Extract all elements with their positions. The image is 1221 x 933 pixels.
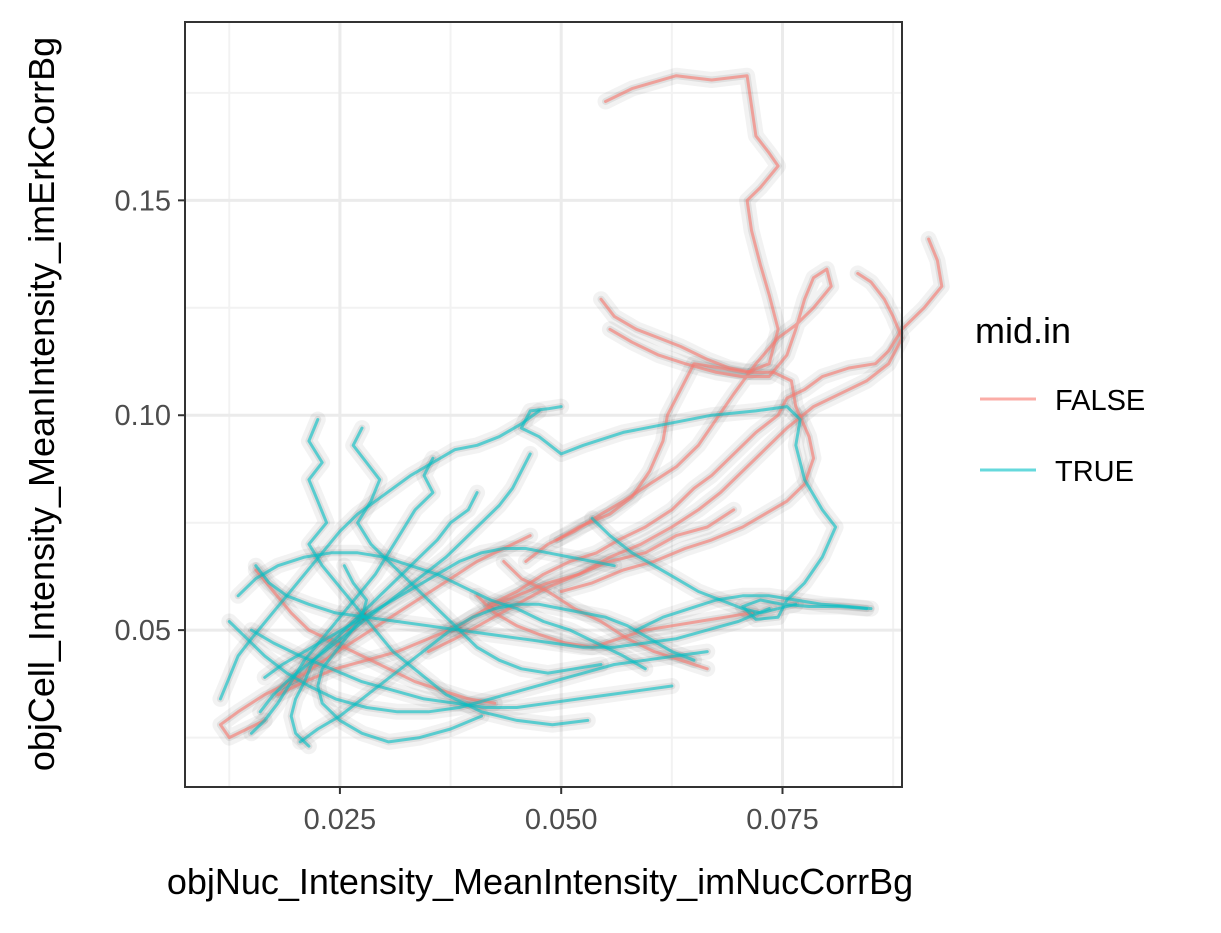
x-tick-label: 0.050 (525, 804, 598, 836)
legend: mid.in FALSE TRUE (975, 310, 1145, 488)
y-tick-label: 0.10 (115, 400, 171, 432)
track-true (218, 409, 541, 701)
track-layer (218, 74, 944, 748)
track-true (590, 516, 798, 615)
x-tick-label: 0.075 (746, 804, 819, 836)
track-true (316, 564, 483, 744)
track-false (475, 594, 753, 649)
track-false (426, 271, 904, 654)
track-true (634, 594, 873, 632)
track-false (488, 237, 944, 606)
track-true (249, 628, 674, 709)
track-true (249, 456, 435, 735)
legend-label-true: TRUE (1055, 456, 1134, 488)
track-true (307, 418, 590, 727)
y-axis-title: objCell_Intensity_MeanIntensity_imErkCor… (21, 37, 62, 771)
y-tick-label: 0.15 (115, 185, 171, 217)
track-false (254, 568, 497, 705)
axis-ticks: 0.025 0.050 0.075 0.05 0.10 0.15 (115, 185, 819, 836)
track-true (227, 620, 709, 714)
track-false (555, 74, 780, 542)
legend-label-false: FALSE (1055, 385, 1145, 417)
track-true (236, 551, 647, 671)
x-tick-label: 0.025 (304, 804, 377, 836)
plot-panel-border (184, 21, 903, 788)
track-true (298, 602, 696, 744)
track-false (524, 267, 833, 563)
legend-title: mid.in (975, 310, 1071, 351)
x-axis-title: objNuc_Intensity_MeanIntensity_imNucCorr… (167, 861, 913, 902)
track-true (519, 405, 869, 621)
track-false (559, 297, 815, 593)
legend-entries: FALSE TRUE (980, 385, 1145, 488)
track-true (254, 564, 771, 649)
track-true (258, 452, 532, 714)
y-tick-label: 0.05 (115, 615, 171, 647)
